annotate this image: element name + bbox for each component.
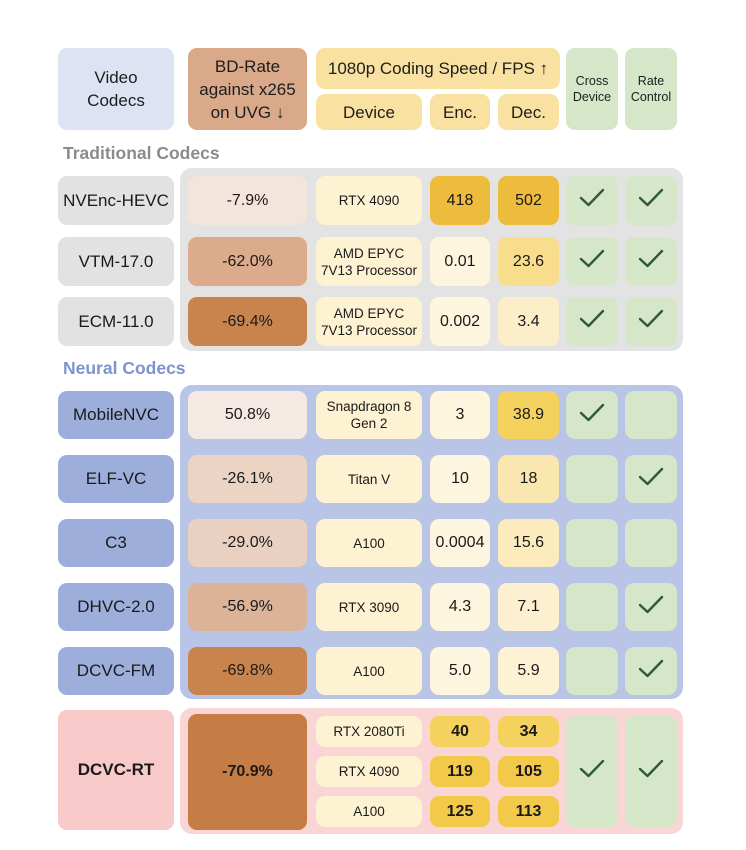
bd-rate-value: -7.9%: [188, 176, 307, 225]
check-icon: [638, 595, 664, 620]
cross-device-cell: [566, 647, 618, 695]
rate-control-cell: [625, 237, 677, 286]
check-icon: [579, 249, 605, 274]
check-icon: [638, 188, 664, 213]
codec-name: VTM-17.0: [58, 237, 174, 286]
bd-rate-value: -69.8%: [188, 647, 307, 695]
enc-fps: 125: [430, 796, 490, 827]
bd-rate-value-ours: -70.9%: [188, 714, 307, 830]
bd-rate-value: -62.0%: [188, 237, 307, 286]
header-dec: Dec.: [498, 94, 559, 130]
device-name: A100: [316, 519, 422, 567]
device-name: RTX 4090: [316, 756, 422, 787]
enc-fps: 0.01: [430, 237, 490, 286]
cross-device-cell: [566, 176, 618, 225]
cross-device-cell: [566, 583, 618, 631]
codec-name: ECM-11.0: [58, 297, 174, 346]
dec-fps: 113: [498, 796, 559, 827]
bd-rate-value: -56.9%: [188, 583, 307, 631]
enc-fps: 5.0: [430, 647, 490, 695]
enc-fps: 0.0004: [430, 519, 490, 567]
cross-device-cell: [566, 391, 618, 439]
rate-control-cell: [625, 716, 677, 827]
header-device: Device: [316, 94, 422, 130]
header-bd-rate: BD-Rate against x265 on UVG ↓: [188, 48, 307, 130]
bd-rate-value: -29.0%: [188, 519, 307, 567]
dec-fps: 7.1: [498, 583, 559, 631]
rate-control-cell: [625, 519, 677, 567]
codec-name: C3: [58, 519, 174, 567]
enc-fps: 4.3: [430, 583, 490, 631]
device-name: RTX 3090: [316, 583, 422, 631]
rate-control-cell: [625, 583, 677, 631]
enc-fps: 119: [430, 756, 490, 787]
cross-device-cell: [566, 519, 618, 567]
device-name: A100: [316, 647, 422, 695]
rate-control-cell: [625, 455, 677, 503]
codec-name: DHVC-2.0: [58, 583, 174, 631]
dec-fps: 3.4: [498, 297, 559, 346]
check-icon: [579, 188, 605, 213]
device-name: Titan V: [316, 455, 422, 503]
cross-device-cell: [566, 455, 618, 503]
header-enc: Enc.: [430, 94, 490, 130]
check-icon: [579, 403, 605, 428]
codec-name: NVEnc-HEVC: [58, 176, 174, 225]
cross-device-cell: [566, 716, 618, 827]
codec-name: DCVC-FM: [58, 647, 174, 695]
device-name: A100: [316, 796, 422, 827]
dec-fps: 23.6: [498, 237, 559, 286]
dec-fps: 38.9: [498, 391, 559, 439]
cross-device-cell: [566, 237, 618, 286]
enc-fps: 0.002: [430, 297, 490, 346]
check-icon: [579, 309, 605, 334]
check-icon: [579, 759, 605, 784]
rate-control-cell: [625, 391, 677, 439]
header-cross-device: Cross Device: [566, 48, 618, 130]
dec-fps: 18: [498, 455, 559, 503]
dec-fps: 34: [498, 716, 559, 747]
traditional-section-title: Traditional Codecs: [63, 143, 220, 163]
device-name: AMD EPYC 7V13 Processor: [316, 297, 422, 346]
device-name: AMD EPYC 7V13 Processor: [316, 237, 422, 286]
header-rate-control: Rate Control: [625, 48, 677, 130]
check-icon: [638, 759, 664, 784]
bd-rate-value: 50.8%: [188, 391, 307, 439]
dec-fps: 5.9: [498, 647, 559, 695]
check-icon: [638, 659, 664, 684]
check-icon: [638, 249, 664, 274]
check-icon: [638, 309, 664, 334]
device-name: RTX 4090: [316, 176, 422, 225]
cross-device-cell: [566, 297, 618, 346]
codec-name: MobileNVC: [58, 391, 174, 439]
header-speed-title: 1080p Coding Speed / FPS ↑: [316, 48, 560, 89]
neural-section-title: Neural Codecs: [63, 358, 186, 378]
bd-rate-value: -26.1%: [188, 455, 307, 503]
rate-control-cell: [625, 297, 677, 346]
dec-fps: 105: [498, 756, 559, 787]
codec-name: ELF-VC: [58, 455, 174, 503]
header-video-codecs: Video Codecs: [58, 48, 174, 130]
enc-fps: 3: [430, 391, 490, 439]
codec-name-ours: DCVC-RT: [58, 710, 174, 830]
dec-fps: 502: [498, 176, 559, 225]
enc-fps: 40: [430, 716, 490, 747]
rate-control-cell: [625, 647, 677, 695]
rate-control-cell: [625, 176, 677, 225]
device-name: Snapdragon 8 Gen 2: [316, 391, 422, 439]
check-icon: [638, 467, 664, 492]
enc-fps: 418: [430, 176, 490, 225]
device-name: RTX 2080Ti: [316, 716, 422, 747]
dec-fps: 15.6: [498, 519, 559, 567]
enc-fps: 10: [430, 455, 490, 503]
bd-rate-value: -69.4%: [188, 297, 307, 346]
